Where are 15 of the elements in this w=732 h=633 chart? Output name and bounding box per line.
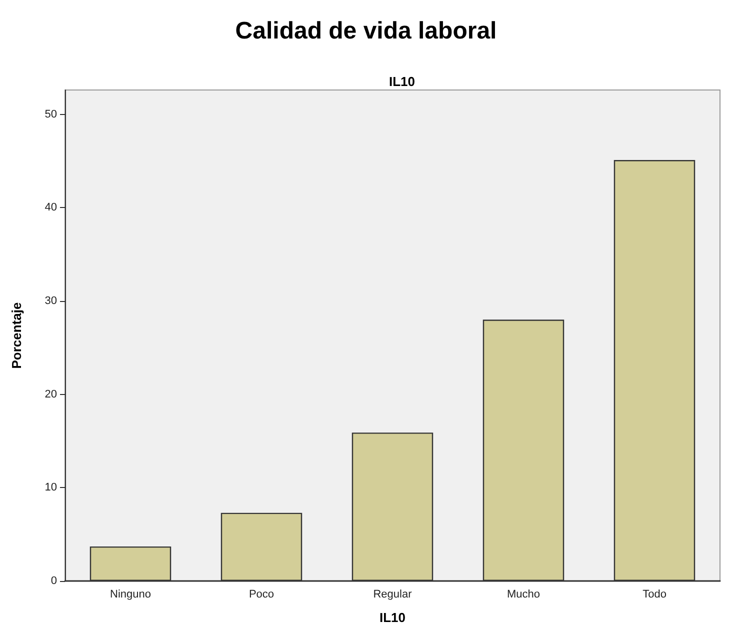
y-axis-title: Porcentaje: [9, 302, 24, 369]
x-axis-title: IL10: [379, 610, 406, 625]
y-tick-label: 20: [44, 388, 57, 400]
x-tick-label: Mucho: [506, 588, 540, 600]
x-tick-label: Poco: [248, 588, 274, 600]
y-tick-label: 50: [44, 108, 57, 120]
x-tick-label: Ninguno: [110, 588, 151, 600]
y-tick-label: 10: [44, 482, 57, 494]
chart-subtitle: IL10: [388, 74, 416, 89]
y-tick-label: 30: [44, 294, 57, 307]
y-tick-label: 0: [50, 575, 57, 587]
x-tick-label: Regular: [373, 588, 412, 600]
chart-title: Calidad de vida laboral: [235, 18, 497, 44]
y-tick-label: 40: [44, 202, 57, 214]
x-tick-label: Todo: [642, 588, 666, 600]
